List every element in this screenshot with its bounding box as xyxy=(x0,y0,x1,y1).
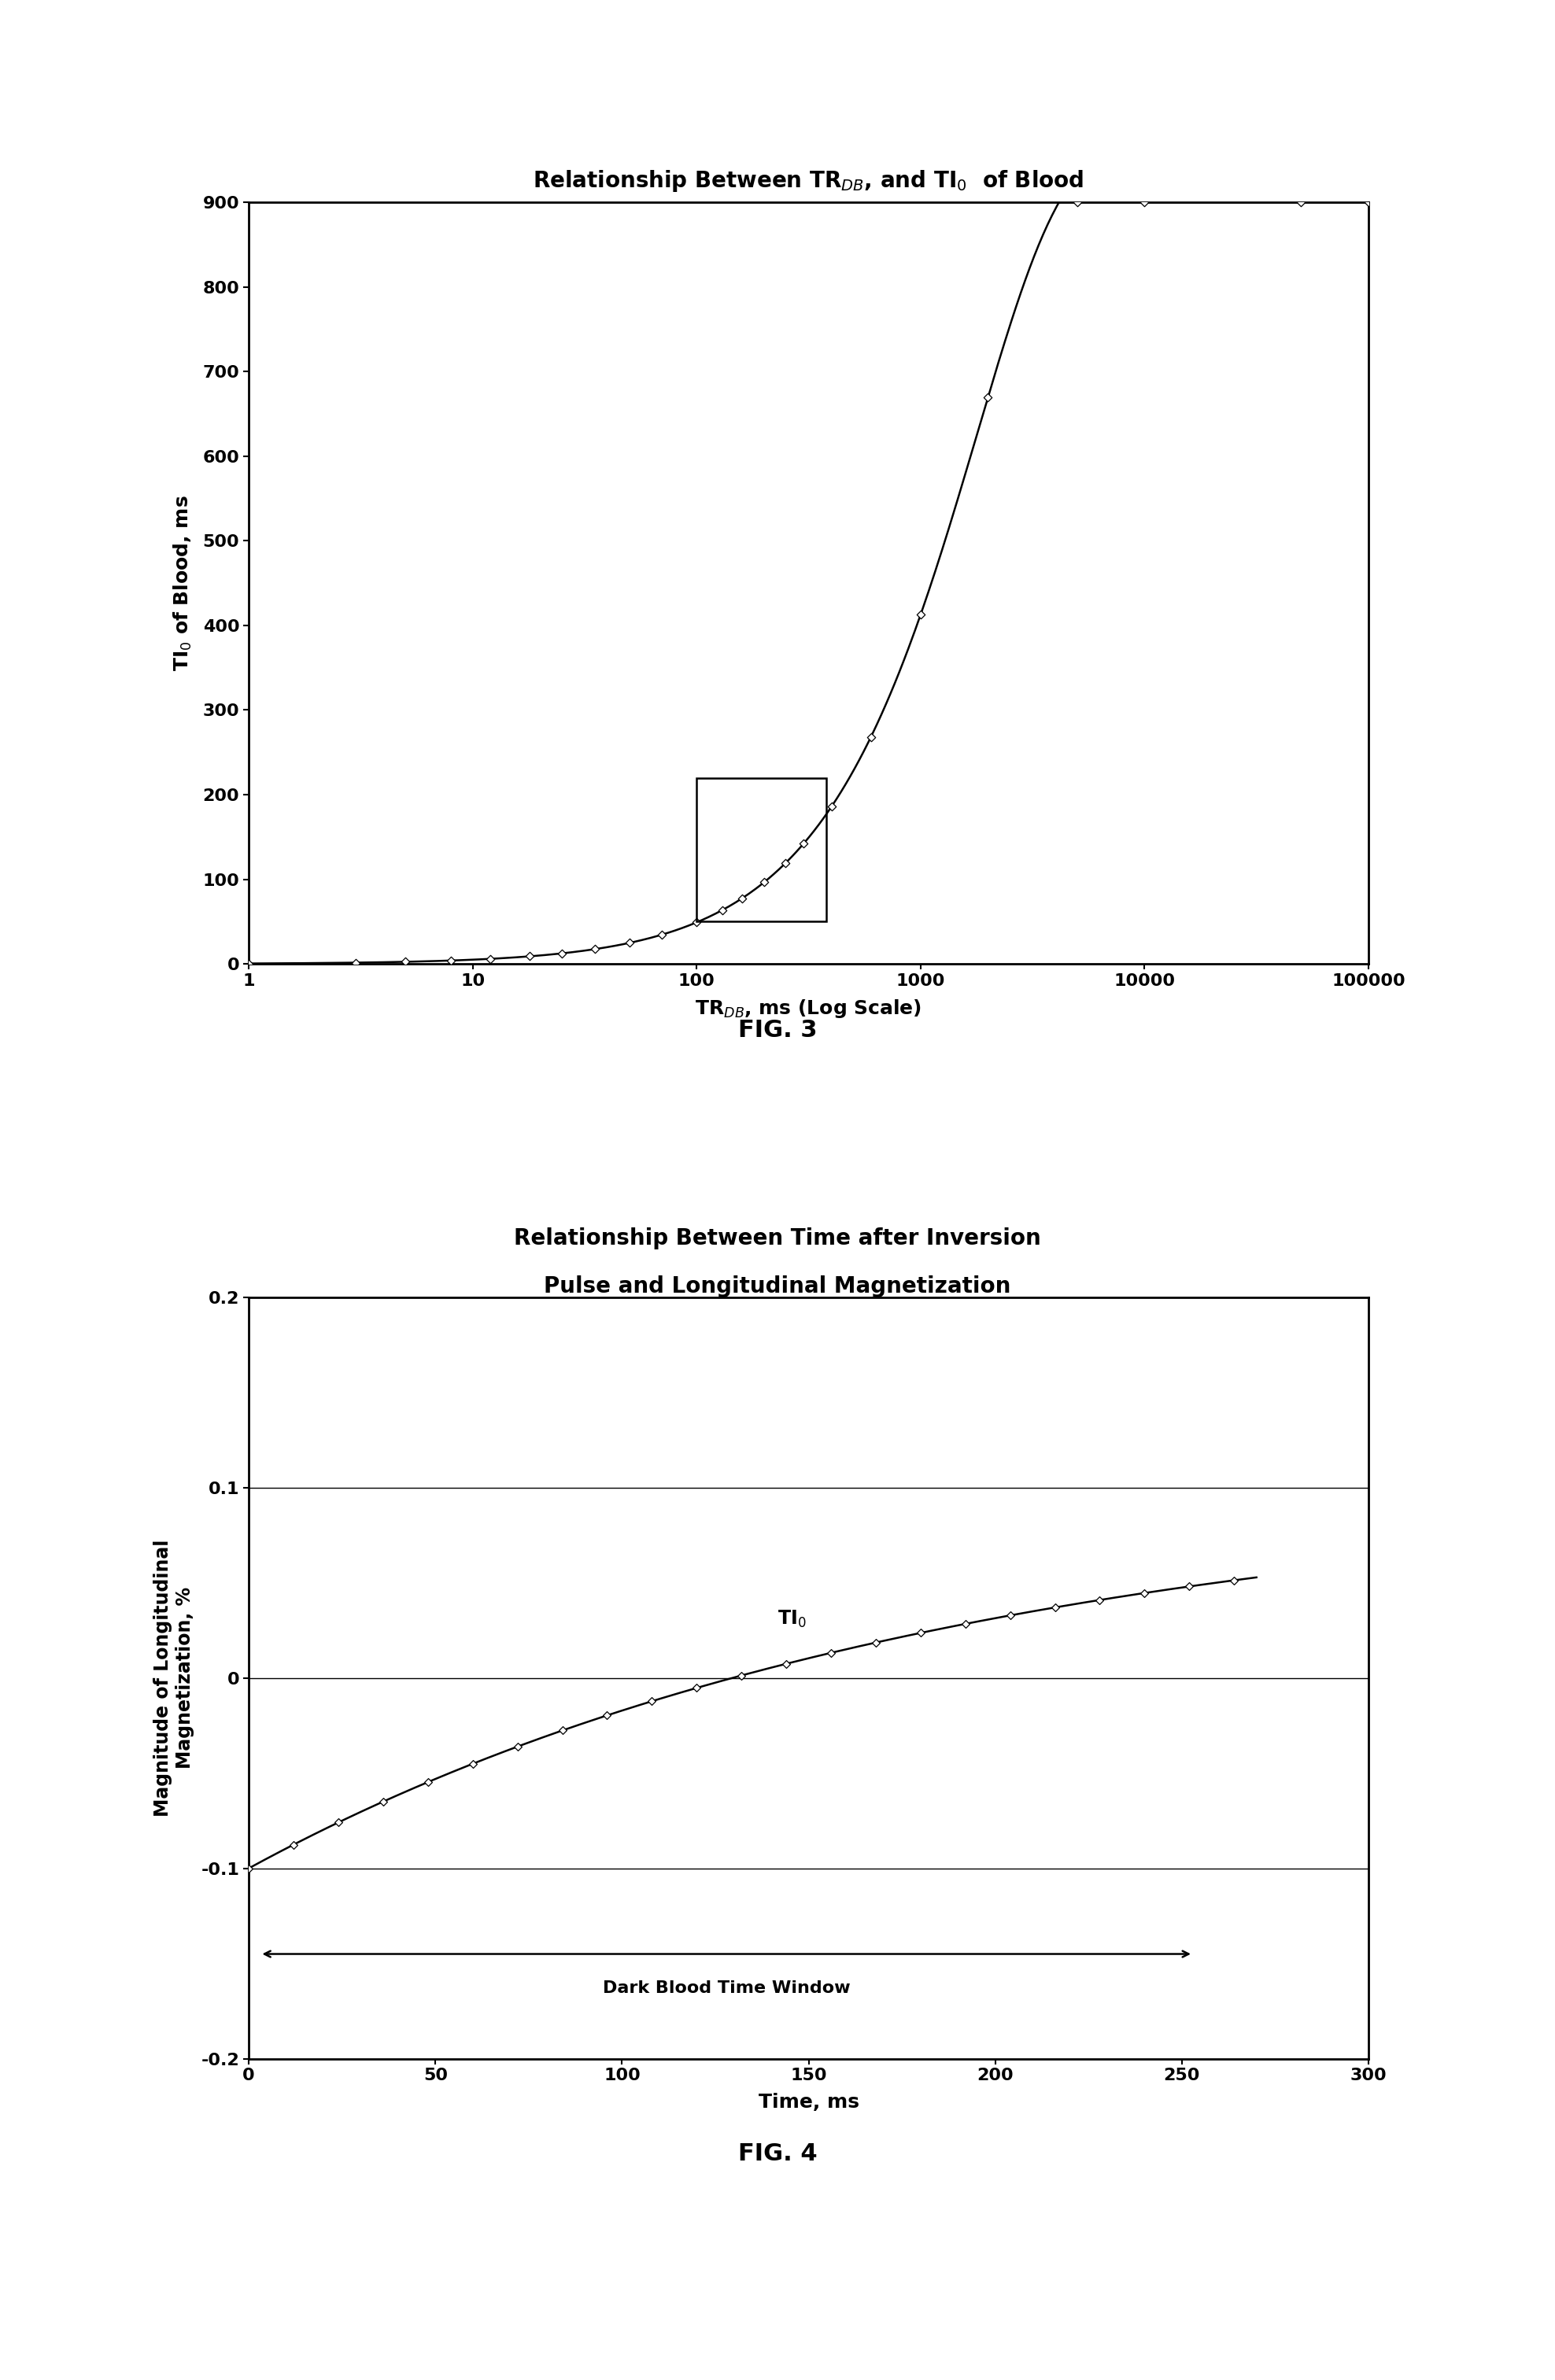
Point xyxy=(774,1645,799,1683)
Point xyxy=(594,1697,619,1735)
X-axis label: Time, ms: Time, ms xyxy=(759,2092,858,2111)
Point xyxy=(709,890,734,928)
Point xyxy=(582,931,606,969)
Point xyxy=(518,938,543,976)
Point xyxy=(729,1656,754,1695)
Point xyxy=(1222,1561,1247,1599)
Point xyxy=(460,1745,485,1783)
Y-axis label: Magnitude of Longitudinal
Magnetization, %: Magnitude of Longitudinal Magnetization,… xyxy=(154,1540,194,1816)
Point xyxy=(236,945,261,983)
Point xyxy=(1132,183,1157,221)
Point xyxy=(549,935,574,973)
Point xyxy=(327,1804,351,1842)
Title: Relationship Between TR$_{DB}$, and TI$_{0}$  of Blood: Relationship Between TR$_{DB}$, and TI$_… xyxy=(533,169,1084,193)
Point xyxy=(684,1668,709,1706)
Point xyxy=(370,1783,395,1821)
Point xyxy=(505,1728,530,1766)
Text: FIG. 3: FIG. 3 xyxy=(739,1019,816,1042)
Point xyxy=(953,1604,978,1642)
Point xyxy=(773,845,798,883)
Point xyxy=(684,904,709,942)
Point xyxy=(344,942,369,981)
Point xyxy=(729,878,754,916)
Bar xyxy=(697,778,826,921)
Point xyxy=(1356,183,1381,221)
Point xyxy=(751,864,776,902)
Point xyxy=(639,1683,664,1721)
Text: FIG. 4: FIG. 4 xyxy=(739,2142,816,2166)
Point xyxy=(415,1764,440,1802)
Point xyxy=(819,788,844,826)
Text: Pulse and Longitudinal Magnetization: Pulse and Longitudinal Magnetization xyxy=(544,1276,1011,1297)
Y-axis label: TI$_{0}$ of Blood, ms: TI$_{0}$ of Blood, ms xyxy=(173,495,194,671)
Point xyxy=(1087,1580,1112,1618)
Point xyxy=(281,1825,306,1864)
Point xyxy=(236,1849,261,1887)
Point xyxy=(550,1711,575,1749)
Point xyxy=(477,940,502,978)
Point xyxy=(1132,1573,1157,1611)
Point xyxy=(393,942,418,981)
Point xyxy=(858,719,883,757)
Point xyxy=(650,916,675,954)
Point xyxy=(1289,183,1314,221)
Point xyxy=(863,1623,888,1661)
Point xyxy=(1177,1568,1202,1607)
Point xyxy=(1042,1587,1067,1626)
Point xyxy=(975,378,1000,416)
Text: Dark Blood Time Window: Dark Blood Time Window xyxy=(603,1980,851,1997)
Point xyxy=(439,942,463,981)
Text: TI$_{0}$: TI$_{0}$ xyxy=(778,1609,805,1630)
Point xyxy=(908,595,933,633)
Point xyxy=(818,1633,843,1671)
Point xyxy=(791,826,816,864)
Point xyxy=(998,1597,1023,1635)
X-axis label: TR$_{DB}$, ms (Log Scale): TR$_{DB}$, ms (Log Scale) xyxy=(695,997,922,1019)
Point xyxy=(617,923,642,962)
Point xyxy=(1065,183,1090,221)
Point xyxy=(908,1614,933,1652)
Text: Relationship Between Time after Inversion: Relationship Between Time after Inversio… xyxy=(515,1228,1040,1250)
